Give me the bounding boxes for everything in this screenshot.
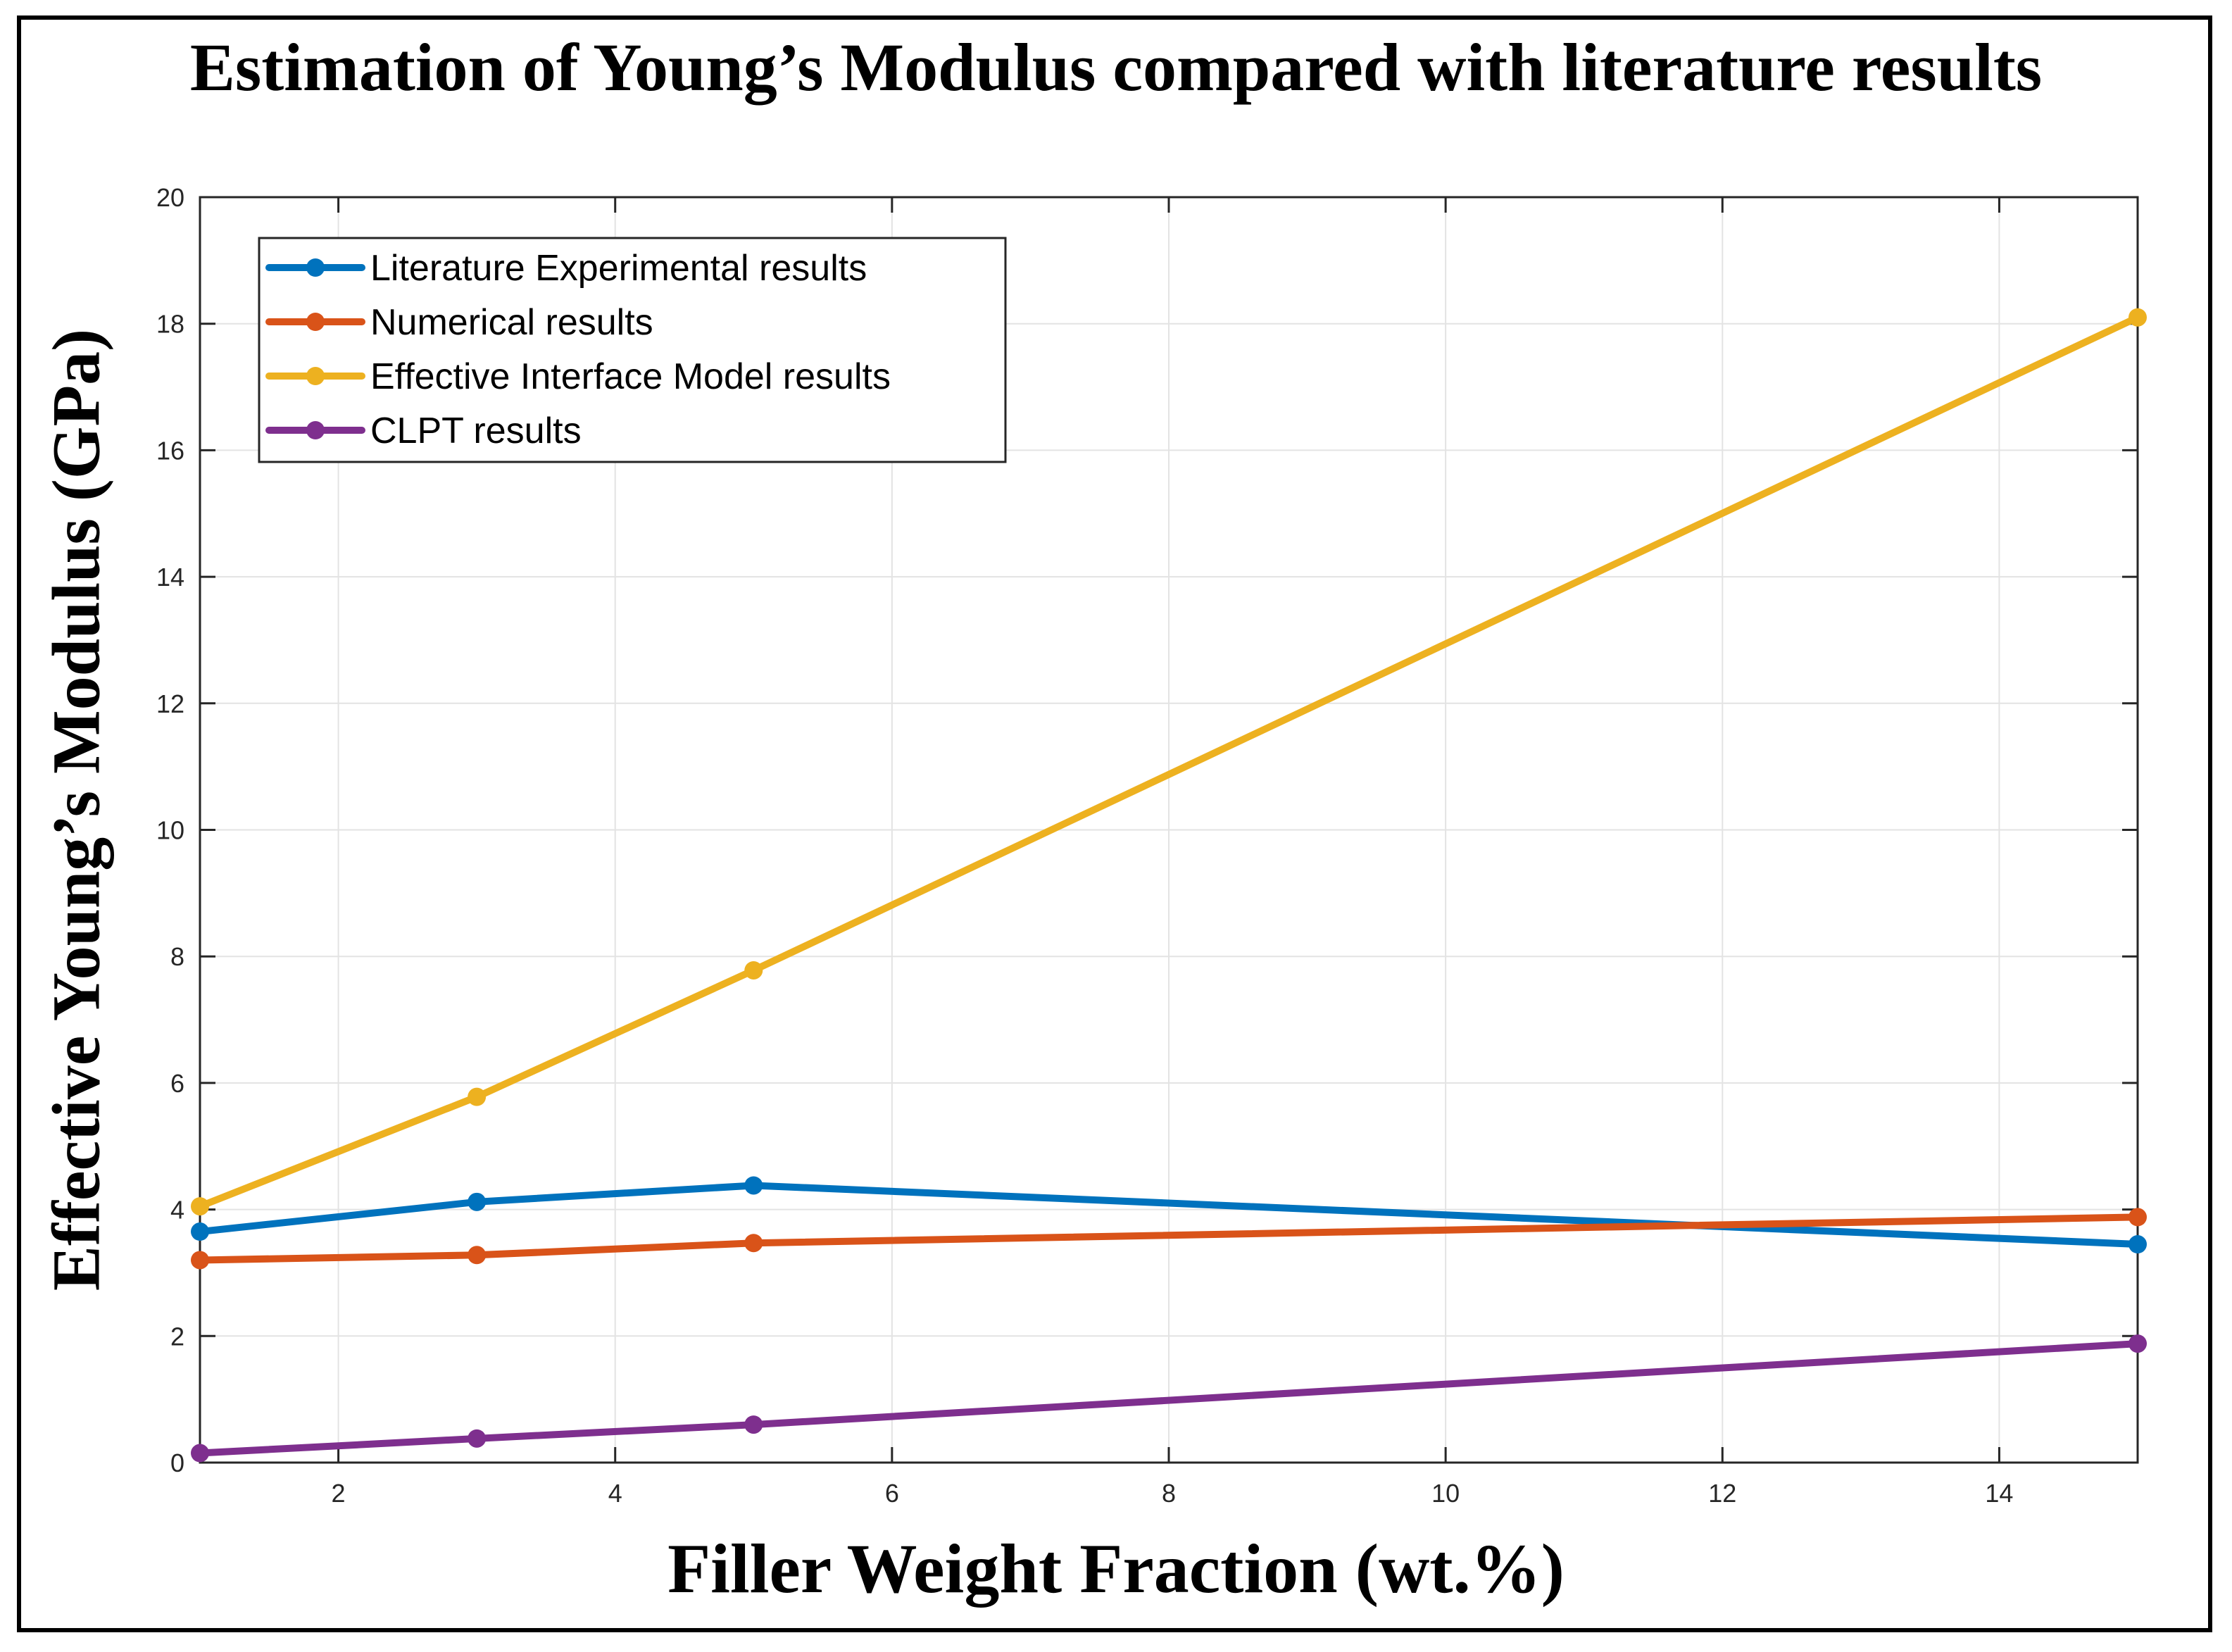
series-3 — [191, 1334, 2147, 1463]
y-tick-label: 12 — [156, 689, 184, 718]
x-axis-title: Filler Weight Fraction (wt.%) — [667, 1529, 1565, 1608]
x-tick-label: 2 — [332, 1479, 346, 1508]
data-point — [468, 1246, 487, 1265]
data-point — [2128, 1235, 2147, 1254]
x-tick-label: 14 — [1985, 1479, 2013, 1508]
figure-frame — [17, 15, 2212, 1632]
data-point — [191, 1197, 209, 1216]
y-tick-label: 14 — [156, 563, 184, 592]
data-point — [468, 1429, 487, 1448]
legend-label: Numerical results — [370, 302, 653, 343]
y-tick-label: 10 — [156, 816, 184, 845]
x-tick-label: 4 — [608, 1479, 622, 1508]
data-point — [2128, 308, 2147, 327]
series-1 — [191, 1208, 2147, 1270]
data-point — [468, 1192, 487, 1211]
x-tick-label: 8 — [1162, 1479, 1176, 1508]
series-line — [196, 1340, 2141, 1457]
y-tick-label: 2 — [170, 1322, 184, 1351]
series-0 — [191, 1176, 2147, 1254]
data-point — [744, 1234, 763, 1253]
data-point — [191, 1251, 209, 1270]
data-point — [191, 1222, 209, 1241]
legend-marker — [306, 258, 325, 277]
series-line — [196, 1213, 2141, 1264]
chart-title: Estimation of Young’s Modulus compared w… — [189, 30, 2043, 105]
legend-marker — [306, 313, 325, 331]
x-tick-label: 12 — [1708, 1479, 1736, 1508]
legend-label: Effective Interface Model results — [370, 356, 891, 397]
data-point — [468, 1087, 487, 1106]
data-point — [2128, 1208, 2147, 1227]
legend-label: CLPT results — [370, 411, 582, 451]
data-point — [744, 1176, 763, 1195]
data-point — [2128, 1334, 2147, 1353]
y-tick-label: 6 — [170, 1069, 184, 1098]
data-point — [744, 1415, 763, 1434]
y-tick-label: 4 — [170, 1196, 184, 1225]
series-line — [196, 1182, 2141, 1249]
y-tick-label: 0 — [170, 1448, 184, 1477]
y-tick-label: 8 — [170, 942, 184, 971]
x-tick-label: 6 — [885, 1479, 899, 1508]
legend-marker — [306, 421, 325, 439]
series-2 — [191, 308, 2147, 1216]
series-line — [196, 313, 2141, 1210]
legend-label: Literature Experimental results — [370, 248, 867, 289]
data-point — [191, 1444, 209, 1463]
legend-box — [258, 237, 1007, 463]
data-point — [744, 960, 763, 980]
y-tick-label: 16 — [156, 436, 184, 465]
x-tick-label: 10 — [1431, 1479, 1460, 1508]
y-tick-label: 20 — [156, 183, 184, 212]
legend-marker — [306, 367, 325, 385]
y-tick-label: 18 — [156, 310, 184, 339]
